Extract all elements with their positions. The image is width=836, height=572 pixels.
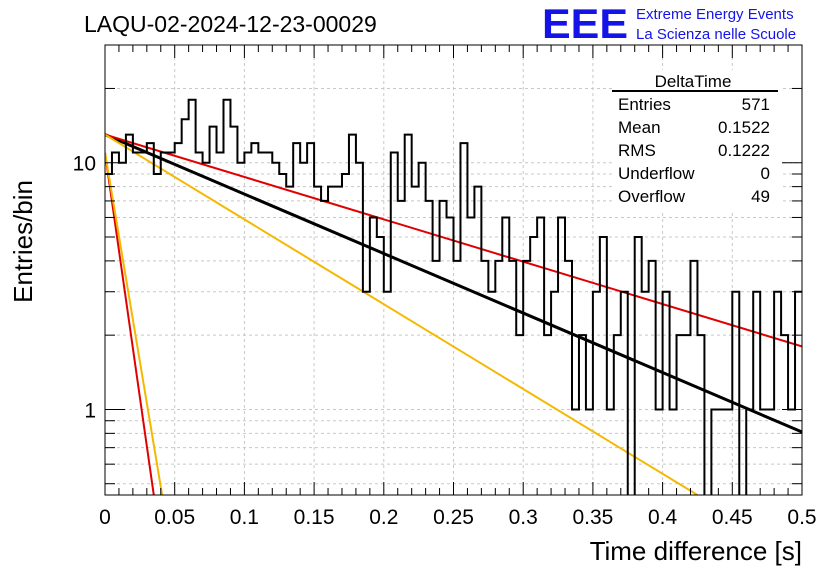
x-tick-label: 0.15: [294, 506, 335, 529]
run-title: LAQU-02-2024-12-23-00029: [84, 11, 377, 37]
stats-box: DeltaTime Entries 571 Mean 0.1522 RMS 0.1222 U…: [612, 70, 782, 210]
fit-curve: [105, 152, 155, 495]
stats-value: 49: [751, 187, 770, 206]
x-tick-label: 0.1: [230, 506, 259, 529]
stats-label: Underflow: [618, 164, 695, 183]
y-tick-labels: 1 10: [73, 153, 96, 423]
stats-label: RMS: [618, 141, 656, 160]
stats-value: 571: [742, 95, 770, 114]
x-tick-label: 0.25: [433, 506, 474, 529]
histogram: [105, 98, 802, 495]
stats-rows: Entries 571 Mean 0.1522 RMS 0.1222 Underflow 0 O…: [618, 95, 770, 206]
x-tick-label: 0.35: [572, 506, 613, 529]
stats-value: 0.1222: [718, 141, 770, 160]
x-tick-label: 0.5: [787, 506, 816, 529]
logo-line-2: La Scienza nelle Scuole: [636, 26, 796, 43]
eee-logo-mark: EEE: [542, 0, 628, 47]
stats-value: 0: [761, 164, 770, 183]
x-tick-label: 0.05: [154, 506, 195, 529]
histogram-steps: [105, 98, 802, 495]
stats-label: Overflow: [618, 187, 686, 206]
x-tick-label: 0.2: [369, 506, 398, 529]
stats-label: Entries: [618, 95, 671, 114]
y-tick-label: 1: [84, 399, 96, 422]
y-axis-label: Entries/bin: [8, 180, 38, 303]
stats-value: 0.1522: [718, 118, 770, 137]
stats-label: Mean: [618, 118, 661, 137]
fit-curve: [105, 152, 164, 495]
x-tick-label: 0: [99, 506, 111, 529]
stats-box-title: DeltaTime: [655, 72, 732, 91]
x-tick-labels: 0 0.05 0.1 0.15 0.2 0.25 0.3 0.35 0.4 0.45 0.5: [99, 506, 816, 529]
x-axis-label: Time difference [s]: [590, 536, 802, 566]
x-tick-label: 0.45: [712, 506, 753, 529]
fit-curve: [105, 133, 802, 434]
y-tick-label: 10: [73, 153, 96, 176]
stats-box-background: [612, 70, 782, 210]
grid-lines: [105, 45, 802, 495]
x-tick-label: 0.3: [509, 506, 538, 529]
logo-line-1: Extreme Energy Events: [636, 6, 794, 23]
x-tick-label: 0.4: [648, 506, 678, 529]
eee-logo: EEE Extreme Energy Events La Scienza nel…: [542, 0, 796, 47]
axis-ticks: [104, 45, 803, 495]
fit-curve: [105, 133, 698, 495]
